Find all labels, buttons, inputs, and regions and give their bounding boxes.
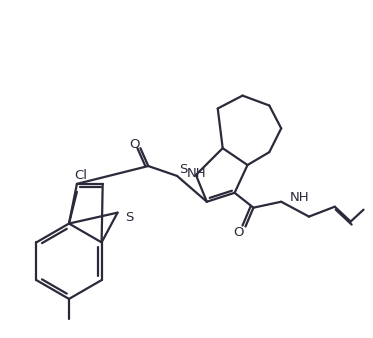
Text: NH: NH bbox=[290, 191, 310, 204]
Text: NH: NH bbox=[187, 167, 207, 180]
Text: O: O bbox=[129, 138, 140, 151]
Text: O: O bbox=[233, 226, 244, 239]
Text: Cl: Cl bbox=[74, 169, 87, 183]
Text: S: S bbox=[180, 164, 188, 176]
Text: S: S bbox=[125, 211, 134, 224]
